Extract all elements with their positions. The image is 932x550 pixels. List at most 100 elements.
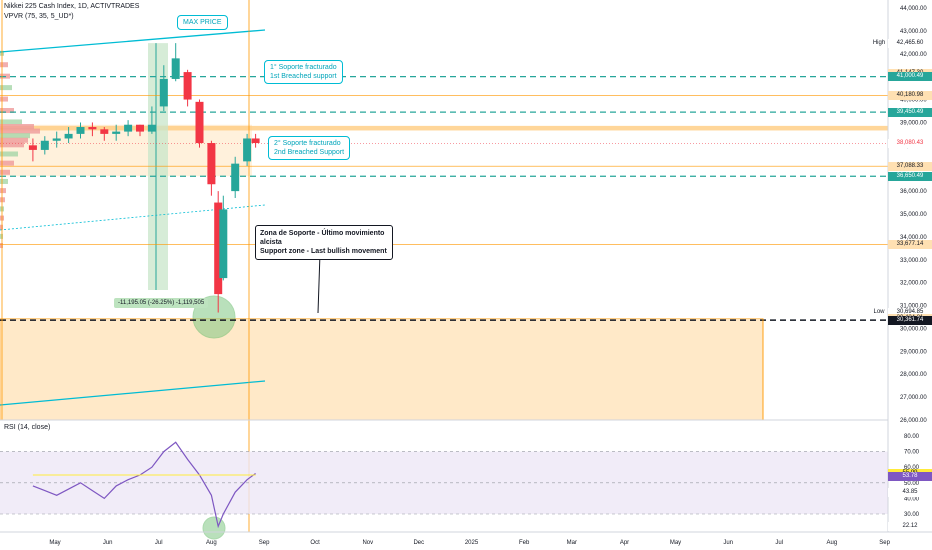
max-price-note[interactable]: MAX PRICE	[177, 15, 228, 30]
time-tick-label: Jun	[103, 540, 113, 546]
support1-note[interactable]: 1° Soporte fracturado 1st Breached suppo…	[264, 60, 343, 84]
time-tick-label: Sep	[879, 540, 890, 546]
upper-trendline	[0, 29, 266, 53]
rsi-axis-label: 22.12	[888, 521, 932, 531]
volume-profile-bar	[0, 96, 8, 102]
price-tick-label: 29,000.00	[900, 349, 927, 355]
candle-body	[171, 58, 180, 79]
volume-profile-bar	[0, 188, 6, 194]
price-axis-label: 42,465.60	[888, 38, 932, 48]
rsi-tick-label: 50.00	[904, 481, 920, 487]
volume-profile-bar	[0, 243, 3, 249]
price-tick-label: 35,000.00	[900, 212, 927, 218]
volume-profile-bar	[0, 197, 5, 203]
time-tick-label: Mar	[567, 540, 577, 546]
time-tick-label: May	[670, 540, 681, 546]
candle-body	[159, 78, 168, 107]
chart-title: Nikkei 225 Cash Index, 1D, ACTIVTRADES	[4, 3, 140, 10]
candle-body	[195, 101, 204, 144]
volume-profile-bar	[0, 233, 3, 239]
rsi-low-circle	[202, 516, 226, 540]
time-tick-label: May	[49, 540, 60, 546]
volume-profile-bar	[0, 151, 18, 157]
rsi-tick-label: 30.00	[904, 512, 920, 518]
candle-body	[52, 138, 61, 141]
time-tick-label: Dec	[413, 540, 424, 546]
price-label-prefix: Low	[873, 309, 885, 316]
volume-profile-bar	[0, 142, 24, 148]
volume-profile-bar	[0, 137, 28, 143]
zone-es-2: alcista	[260, 239, 282, 246]
price-axis-label: 40,180.98	[888, 90, 932, 100]
candle-body	[214, 202, 223, 295]
volume-profile-bar	[0, 62, 8, 68]
zone-en: Support zone - Last bullish movement	[260, 248, 387, 255]
price-tick-label: 44,000.00	[900, 6, 927, 12]
candle-body	[28, 145, 37, 150]
lower-trendline	[0, 380, 266, 406]
zone-es-1: Zona de Soporte - Último movimiento	[260, 230, 385, 237]
candle-body	[231, 163, 240, 192]
time-tick-label: Aug	[206, 540, 217, 546]
candle-body	[64, 133, 73, 139]
volume-profile-bar	[0, 119, 22, 125]
support2-en: 2nd Breached Support	[274, 149, 345, 156]
candle-layer	[28, 43, 260, 313]
volume-profile-bar	[0, 160, 14, 166]
indicator-label: VPVR (75, 35, 5_UD*)	[4, 13, 74, 20]
note-pointer	[316, 252, 321, 314]
candle-body	[124, 124, 133, 132]
price-tick-label: 39,000.00	[900, 120, 927, 126]
price-tick-label: 36,000.00	[900, 189, 927, 195]
price-axis-label: 38,080.43	[888, 138, 932, 148]
price-axis-label: 30,694.85	[888, 308, 932, 318]
support1-en: 1st Breached support	[270, 73, 337, 80]
support-zone	[0, 318, 764, 421]
support-zone-note[interactable]: Zona de Soporte - Último movimiento alci…	[255, 225, 393, 260]
support2-note[interactable]: 2° Soporte fracturado 2nd Breached Suppo…	[268, 136, 351, 160]
price-tick-label: 42,000.00	[900, 52, 927, 58]
price-axis-label: 33,677.14	[888, 239, 932, 249]
rsi-line	[32, 441, 256, 529]
price-tick-label: 40,000.00	[900, 98, 927, 104]
candle-body	[112, 131, 121, 134]
price-tick-label: 33,000.00	[900, 258, 927, 264]
price-axis-label: 36,650.49	[888, 171, 932, 181]
price-tick-label: 32,000.00	[900, 281, 927, 287]
support2-es: 2° Soporte fracturado	[274, 140, 341, 147]
candle-body	[88, 127, 97, 130]
price-axis-label: 41,000.49	[888, 72, 932, 82]
price-tick-label: 31,000.00	[900, 304, 927, 310]
price-tick-label: 26,000.00	[900, 418, 927, 424]
price-tick-label: 28,000.00	[900, 372, 927, 378]
time-tick-label: Jun	[723, 540, 733, 546]
rsi-tick-label: 70.00	[904, 450, 920, 456]
time-tick-label: Apr	[620, 540, 629, 546]
candle-body	[147, 124, 156, 132]
price-tick-label: 27,000.00	[900, 395, 927, 401]
price-label-prefix: High	[872, 39, 886, 46]
volume-profile-bar	[0, 85, 12, 91]
volume-profile-bar	[0, 124, 34, 130]
time-tick-label: Aug	[827, 540, 838, 546]
rsi-tick-label: 80.00	[904, 434, 920, 440]
price-tick-label: 30,000.00	[900, 326, 927, 332]
candle-body	[251, 138, 260, 144]
volume-profile-bar	[0, 224, 3, 230]
candle-body	[219, 209, 228, 279]
rsi-title: RSI (14, close)	[4, 424, 51, 431]
volume-profile-bar	[0, 128, 40, 134]
candle-body	[100, 129, 109, 134]
zone-layer	[0, 43, 888, 540]
rsi-tick-label: 40.00	[904, 496, 920, 502]
rsi-axis-label: 53.78	[888, 472, 932, 482]
candle-body	[243, 138, 252, 162]
price-tick-label: 43,000.00	[900, 29, 927, 35]
volume-profile-bar	[0, 178, 8, 184]
rsi-layer	[0, 441, 888, 529]
price-axis-label: 30,361.74	[888, 315, 932, 325]
line-layer	[0, 0, 888, 532]
time-tick-label: Jul	[775, 540, 783, 546]
